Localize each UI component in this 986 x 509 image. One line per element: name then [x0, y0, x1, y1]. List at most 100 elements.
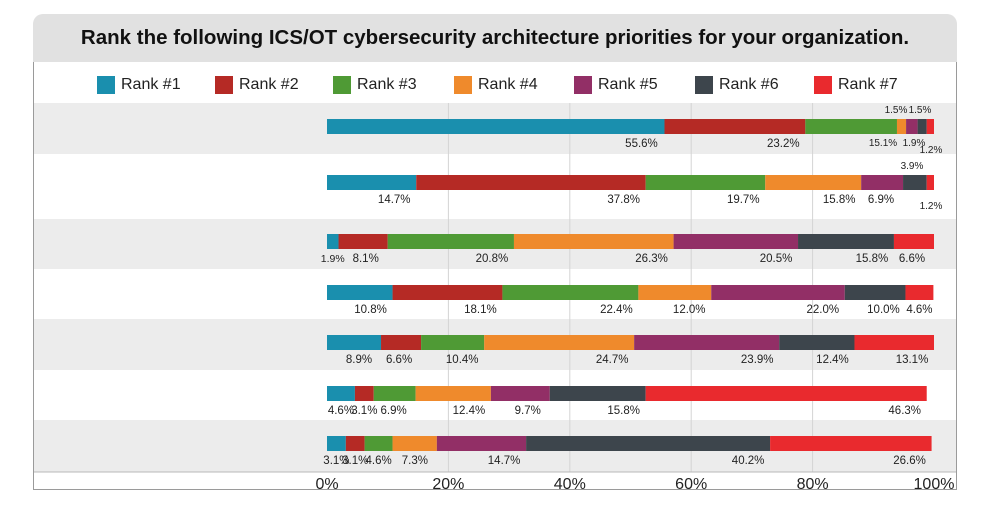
data-label: 10.8%: [354, 304, 387, 316]
data-label: 4.6%: [328, 405, 354, 417]
data-label: 26.6%: [893, 455, 926, 467]
bar-segment: [338, 234, 388, 249]
data-label: 1.5%: [885, 105, 908, 116]
data-label: 24.7%: [596, 354, 629, 366]
bar-segment: [416, 175, 646, 190]
data-label: 9.7%: [515, 405, 541, 417]
data-label: 15.8%: [823, 194, 856, 206]
legend-label: Rank #4: [478, 76, 538, 93]
bar-segment: [861, 175, 904, 190]
legend-swatch: [574, 76, 592, 94]
bar-segment: [770, 436, 932, 451]
data-label: 22.4%: [600, 304, 633, 316]
data-label: 55.6%: [625, 138, 658, 150]
data-label: 14.7%: [488, 455, 521, 467]
data-label: 6.6%: [899, 253, 925, 265]
data-label: 1.5%: [909, 105, 932, 116]
data-label: 19.7%: [727, 194, 760, 206]
bar-segment: [327, 335, 382, 350]
bar-segment: [903, 175, 927, 190]
bar-segment: [854, 335, 934, 350]
data-label: 20.8%: [476, 253, 509, 265]
legend-label: Rank #1: [121, 76, 181, 93]
chart-title-bar: Rank the following ICS/OT cybersecurity …: [33, 14, 957, 62]
chart-title: Rank the following ICS/OT cybersecurity …: [80, 26, 910, 49]
bar-segment: [765, 175, 862, 190]
bar-segment: [645, 175, 766, 190]
legend-swatch: [215, 76, 233, 94]
bar-segment: [805, 119, 897, 134]
data-label: 18.1%: [464, 304, 497, 316]
bar-segment: [327, 175, 417, 190]
legend-item: Rank #2: [215, 74, 299, 96]
legend-label: Rank #2: [239, 76, 299, 93]
bar-segment: [798, 234, 894, 249]
legend-swatch: [454, 76, 472, 94]
data-label: 40.2%: [732, 455, 765, 467]
data-label: 12.0%: [673, 304, 706, 316]
bar-segment: [645, 386, 927, 401]
data-label: 6.9%: [868, 194, 894, 206]
legend-item: Rank #4: [454, 74, 538, 96]
bar-segment: [634, 335, 780, 350]
bar-segment: [906, 119, 918, 134]
bar-segment: [664, 119, 806, 134]
data-label: 46.3%: [888, 405, 921, 417]
bar-segment: [513, 234, 674, 249]
bar-segment: [415, 386, 491, 401]
data-label: 22.0%: [806, 304, 839, 316]
bar-segment: [392, 436, 437, 451]
legend-item: Rank #5: [574, 74, 658, 96]
chart-frame: [33, 62, 957, 490]
x-tick-label: 100%: [914, 476, 955, 493]
data-label: 1.9%: [903, 138, 926, 149]
legend-swatch: [333, 76, 351, 94]
bar-segment: [345, 436, 365, 451]
x-tick-label: 0%: [315, 476, 338, 493]
bar-segment: [549, 386, 646, 401]
data-label: 4.6%: [365, 455, 391, 467]
legend-swatch: [814, 76, 832, 94]
legend-item: Rank #7: [814, 74, 898, 96]
data-label: 15.1%: [869, 138, 897, 149]
bar-segment: [381, 335, 422, 350]
data-label: 3.9%: [901, 161, 924, 172]
legend-item: Rank #1: [97, 74, 181, 96]
data-label: 8.1%: [353, 253, 379, 265]
legend-label: Rank #6: [719, 76, 779, 93]
bar-segment: [327, 285, 393, 300]
legend-item: Rank #3: [333, 74, 417, 96]
data-label: 14.7%: [378, 194, 411, 206]
legend-label: Rank #3: [357, 76, 417, 93]
legend-item: Rank #6: [695, 74, 779, 96]
bar-segment: [673, 234, 799, 249]
bar-segment: [526, 436, 771, 451]
bar-segment: [502, 285, 639, 300]
bar-segment: [327, 436, 346, 451]
data-label: 6.9%: [381, 405, 407, 417]
data-label: 15.8%: [856, 253, 889, 265]
bar-segment: [926, 119, 934, 134]
bar-segment: [327, 386, 355, 401]
bar-segment: [893, 234, 934, 249]
data-label: 26.3%: [635, 253, 668, 265]
bar-segment: [490, 386, 550, 401]
bar-segment: [387, 234, 514, 249]
data-label: 15.8%: [607, 405, 640, 417]
bar-segment: [638, 285, 712, 300]
legend-swatch: [695, 76, 713, 94]
data-label: 20.5%: [760, 253, 793, 265]
bar-segment: [779, 335, 855, 350]
data-label: 6.6%: [386, 354, 412, 366]
data-label: 4.6%: [906, 304, 932, 316]
data-label: 1.2%: [920, 145, 943, 156]
legend-label: Rank #5: [598, 76, 658, 93]
bar-segment: [327, 119, 665, 134]
bar-segment: [327, 234, 339, 249]
data-label: 12.4%: [816, 354, 849, 366]
bar-segment: [917, 119, 927, 134]
data-label: 3.1%: [342, 455, 368, 467]
bar-segment: [364, 436, 393, 451]
x-tick-label: 40%: [554, 476, 586, 493]
